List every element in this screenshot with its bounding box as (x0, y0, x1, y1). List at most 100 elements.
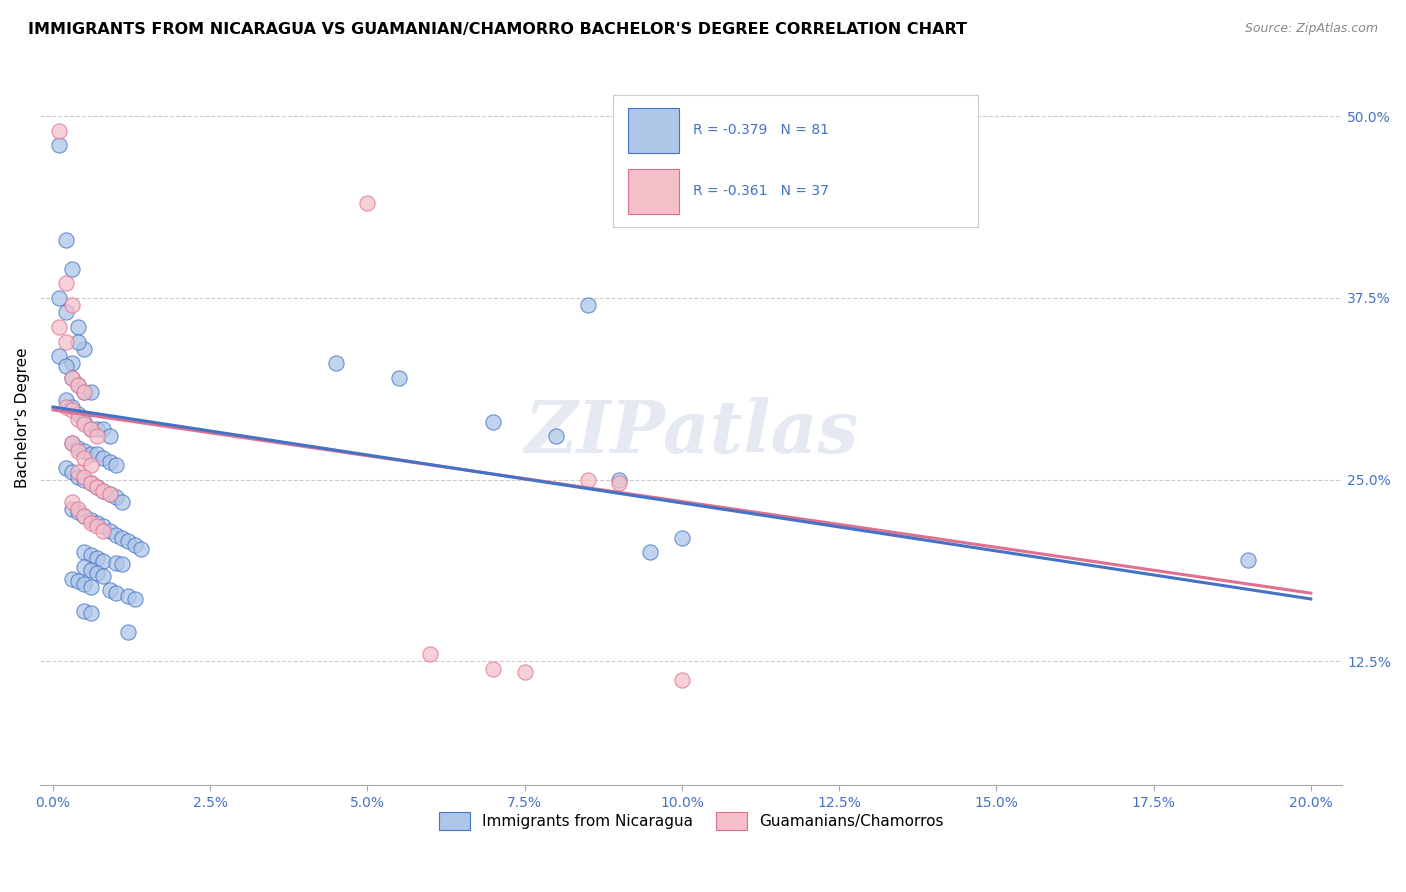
Point (104, 586, 127, 600)
Point (91, 450, 114, 465)
Point (325, 356, 347, 370)
Point (73, 545, 96, 559)
Point (80, 516, 103, 531)
Point (60, 436, 83, 450)
Point (73, 470, 96, 484)
Point (48, 349, 70, 363)
Point (124, 538, 146, 552)
Point (67, 466, 90, 480)
Point (55, 233, 77, 247)
Point (73, 385, 96, 400)
Point (80, 563, 103, 577)
Point (91, 524, 114, 538)
Point (67, 334, 90, 349)
Point (80, 475, 103, 490)
Point (576, 473, 599, 487)
Point (98, 487, 121, 501)
Point (98, 487, 121, 501)
Point (67, 441, 90, 455)
Point (55, 277, 77, 291)
Point (86, 516, 108, 531)
Point (111, 557, 134, 571)
Point (60, 403, 83, 417)
Point (124, 591, 146, 606)
Point (91, 519, 114, 533)
Point (48, 123, 70, 137)
Point (73, 509, 96, 524)
Point (80, 458, 103, 472)
Point (73, 450, 96, 465)
Point (48, 320, 70, 334)
Point (104, 556, 127, 570)
Point (111, 494, 134, 508)
Point (67, 501, 90, 516)
Point (607, 475, 630, 490)
Point (80, 580, 103, 594)
Point (60, 494, 83, 508)
Point (60, 298, 83, 312)
Point (129, 542, 152, 557)
Point (98, 429, 121, 443)
Point (419, 647, 441, 661)
Point (60, 356, 83, 370)
Point (67, 470, 90, 484)
Text: IMMIGRANTS FROM NICARAGUA VS GUAMANIAN/CHAMORRO BACHELOR'S DEGREE CORRELATION CH: IMMIGRANTS FROM NICARAGUA VS GUAMANIAN/C… (28, 22, 967, 37)
Point (67, 407, 90, 421)
Point (55, 359, 77, 374)
Point (104, 528, 127, 542)
Point (73, 342, 96, 356)
Point (86, 429, 108, 443)
Point (67, 378, 90, 392)
Point (98, 583, 121, 598)
Point (671, 673, 693, 688)
Point (86, 422, 108, 436)
Point (60, 371, 83, 385)
Point (80, 513, 103, 527)
Point (91, 422, 114, 436)
Point (48, 291, 70, 305)
Point (67, 443, 90, 458)
Legend: Immigrants from Nicaragua, Guamanians/Chamorros: Immigrants from Nicaragua, Guamanians/Ch… (433, 806, 949, 836)
Point (60, 371, 83, 385)
Point (576, 298, 599, 312)
Point (80, 385, 103, 400)
Point (1237, 552, 1260, 566)
Point (60, 501, 83, 516)
Y-axis label: Bachelor's Degree: Bachelor's Degree (15, 348, 30, 488)
Point (67, 411, 90, 425)
Point (67, 320, 90, 334)
Point (111, 531, 134, 545)
Point (80, 607, 103, 621)
Point (73, 509, 96, 524)
Point (67, 505, 90, 519)
Point (73, 443, 96, 458)
Point (640, 545, 662, 559)
Point (86, 480, 108, 494)
Point (91, 568, 114, 582)
Point (86, 519, 108, 533)
Point (60, 572, 83, 586)
Point (55, 334, 77, 349)
Point (67, 574, 90, 589)
Point (60, 466, 83, 480)
Point (86, 551, 108, 566)
Point (67, 378, 90, 392)
Point (117, 625, 139, 640)
Point (91, 484, 114, 499)
Point (356, 196, 378, 211)
Point (80, 422, 103, 436)
Point (104, 458, 127, 472)
Point (86, 480, 108, 494)
Point (98, 524, 121, 538)
Point (73, 560, 96, 574)
Point (388, 371, 411, 385)
Point (60, 400, 83, 414)
Point (80, 549, 103, 563)
Point (117, 589, 139, 603)
Point (513, 665, 536, 679)
Point (73, 385, 96, 400)
Point (73, 473, 96, 487)
Point (91, 554, 114, 568)
Point (482, 662, 505, 676)
Point (91, 484, 114, 499)
